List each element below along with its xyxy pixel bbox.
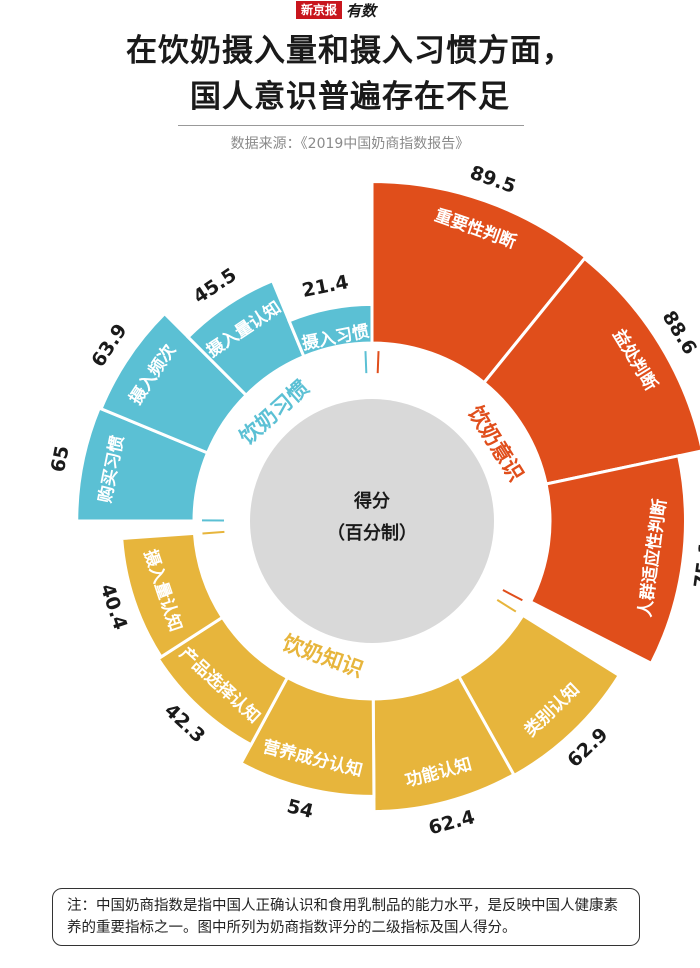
bar-3	[528, 454, 687, 666]
bar-layer	[75, 180, 700, 814]
value-label-12: 21.4	[300, 271, 350, 302]
bar-10	[99, 311, 249, 455]
page-title: 在饮奶摄入量和摄入习惯方面， 国人意识普遍存在不足	[0, 28, 700, 120]
bar-5	[371, 674, 516, 814]
brand-logo: 新京报 有数	[296, 0, 376, 20]
data-source: 数据来源：《2019中国奶商指数报告》	[230, 136, 470, 152]
accent-mark-5	[202, 530, 225, 535]
bar-2	[481, 256, 700, 486]
accent-mark-1	[364, 351, 368, 374]
accent-marks	[201, 351, 523, 613]
value-label-3: 75.1	[690, 540, 700, 589]
title-line-2: 国人意识普遍存在不足	[190, 79, 510, 115]
title-divider	[178, 125, 524, 126]
center-label: 得分	[353, 490, 390, 512]
value-label-9: 65	[47, 444, 74, 474]
bar-1	[370, 180, 588, 385]
footnote: 注：中国奶商指数是指中国人正确认识和食用乳制品的能力水平，是反映中国人健康素养的…	[52, 888, 640, 946]
center-sublabel: （百分制）	[327, 523, 417, 544]
bar-12	[287, 302, 374, 359]
value-label-8: 40.4	[96, 581, 132, 632]
center-disc	[250, 399, 494, 643]
accent-mark-2	[376, 351, 380, 374]
bar-6	[238, 675, 376, 798]
bar-8	[120, 531, 225, 659]
bar-9	[75, 406, 210, 523]
accent-mark-3	[502, 589, 523, 602]
brand-name: 新京报	[296, 1, 343, 19]
value-label-1: 89.5	[467, 162, 519, 198]
accent-mark-4	[496, 599, 517, 613]
value-label-6: 54	[285, 795, 316, 823]
brand-sub: 有数	[346, 1, 377, 20]
bar-11	[185, 278, 306, 398]
value-label-5: 62.4	[426, 806, 477, 839]
title-line-1: 在饮奶摄入量和摄入习惯方面，	[126, 33, 574, 69]
